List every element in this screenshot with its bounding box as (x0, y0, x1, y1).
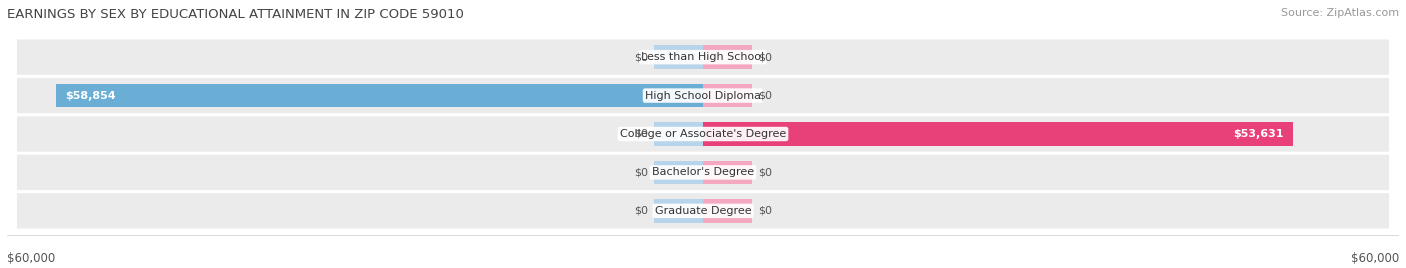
Text: High School Diploma: High School Diploma (645, 91, 761, 100)
Text: $53,631: $53,631 (1233, 129, 1284, 139)
Bar (703, 161, 752, 184)
Text: $0: $0 (758, 91, 772, 100)
Text: College or Associate's Degree: College or Associate's Degree (620, 129, 786, 139)
Text: $0: $0 (758, 168, 772, 177)
Text: $0: $0 (758, 206, 772, 216)
Text: $60,000: $60,000 (1351, 252, 1399, 265)
Text: $0: $0 (634, 129, 648, 139)
Bar (654, 45, 703, 69)
Bar (654, 199, 703, 223)
Bar (654, 122, 703, 146)
FancyBboxPatch shape (17, 39, 1389, 75)
Bar (703, 45, 752, 69)
Text: Source: ZipAtlas.com: Source: ZipAtlas.com (1281, 8, 1399, 18)
Bar (654, 161, 703, 184)
Bar (703, 122, 1292, 146)
Bar (56, 84, 703, 107)
Text: $0: $0 (634, 168, 648, 177)
Text: $0: $0 (634, 52, 648, 62)
Text: $0: $0 (634, 206, 648, 216)
Text: $0: $0 (758, 52, 772, 62)
FancyBboxPatch shape (17, 155, 1389, 190)
Text: Less than High School: Less than High School (641, 52, 765, 62)
Bar (703, 199, 752, 223)
FancyBboxPatch shape (17, 193, 1389, 229)
Text: $60,000: $60,000 (7, 252, 55, 265)
FancyBboxPatch shape (17, 78, 1389, 113)
Text: $58,854: $58,854 (65, 91, 115, 100)
Bar (703, 84, 752, 107)
Text: EARNINGS BY SEX BY EDUCATIONAL ATTAINMENT IN ZIP CODE 59010: EARNINGS BY SEX BY EDUCATIONAL ATTAINMEN… (7, 8, 464, 21)
Text: Graduate Degree: Graduate Degree (655, 206, 751, 216)
Text: Bachelor's Degree: Bachelor's Degree (652, 168, 754, 177)
FancyBboxPatch shape (17, 116, 1389, 152)
